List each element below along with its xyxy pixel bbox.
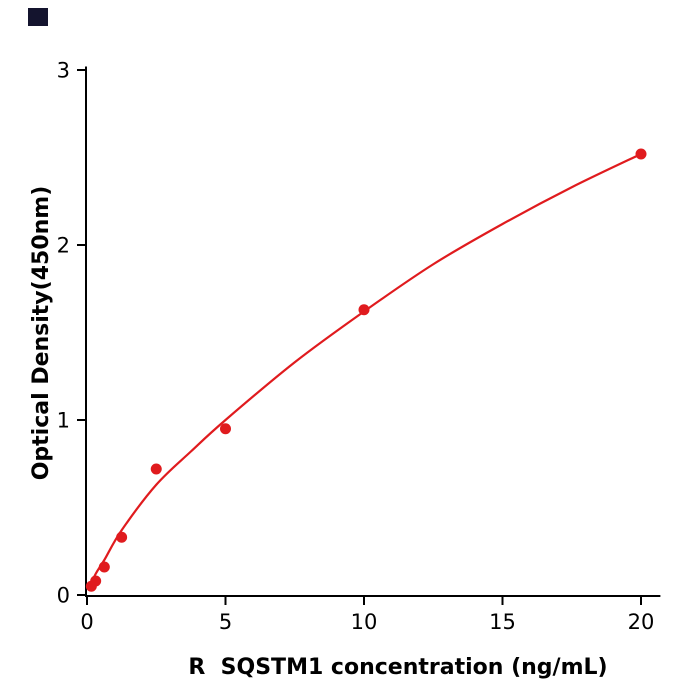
corner-square (28, 8, 48, 26)
y-tick-label: 0 (57, 584, 70, 608)
y-tick-label: 3 (57, 59, 70, 83)
x-tick-label: 5 (219, 610, 232, 634)
data-point (98, 561, 110, 573)
x-tick-label: 10 (351, 610, 378, 634)
data-point (220, 423, 231, 435)
x-axis-label: R SQSTM1 concentration (ng/mL) (188, 655, 608, 680)
axis-spines (85, 66, 661, 597)
y-tick-label: 2 (57, 234, 70, 258)
x-tick-label: 0 (80, 610, 93, 634)
x-tick-label: 15 (489, 610, 516, 634)
data-point (358, 304, 370, 316)
data-point (635, 148, 647, 160)
y-axis-label: Optical Density(450nm) (29, 185, 54, 481)
data-point (90, 575, 102, 587)
data-point (150, 463, 162, 475)
fitted-curve (87, 153, 642, 591)
data-point (116, 531, 128, 543)
x-tick-label: 20 (628, 610, 655, 634)
y-tick-label: 1 (57, 409, 70, 433)
